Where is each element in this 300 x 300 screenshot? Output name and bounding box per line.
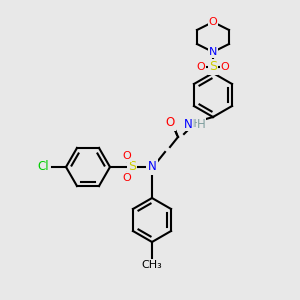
Text: N: N [184, 118, 193, 130]
Text: S: S [128, 160, 136, 173]
Text: O: O [196, 62, 206, 72]
Text: O: O [123, 173, 131, 183]
Text: O: O [165, 116, 175, 130]
Text: NH: NH [186, 119, 202, 129]
Text: H: H [197, 118, 206, 130]
Text: O: O [220, 62, 230, 72]
Text: O: O [123, 151, 131, 161]
Text: S: S [209, 61, 217, 74]
Text: CH₃: CH₃ [142, 260, 162, 270]
Text: O: O [208, 17, 217, 27]
Text: N: N [148, 160, 156, 173]
Text: Cl: Cl [37, 160, 49, 173]
Text: N: N [209, 47, 217, 57]
